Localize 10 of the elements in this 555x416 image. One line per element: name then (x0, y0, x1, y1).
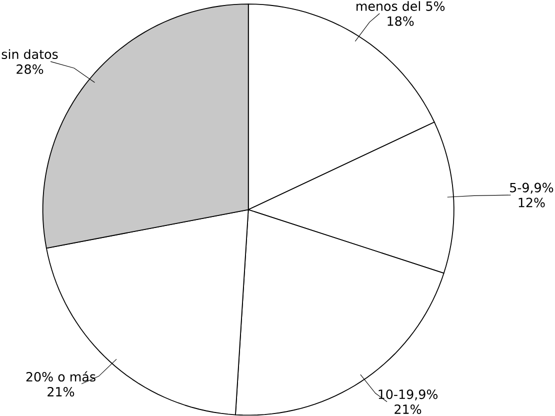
data-label: 12% (518, 198, 545, 208)
data-label: 18% (388, 16, 414, 26)
slice-label: 5-9,9% (510, 182, 554, 194)
slice-label: menos del 5% (356, 1, 445, 12)
slice-label: 20% o más (26, 371, 96, 382)
data-label: 28% (16, 64, 44, 74)
slice-label: sin datos (2, 49, 58, 60)
slice-label: 10-19,9% (378, 390, 438, 401)
data-label: 21% (48, 387, 74, 397)
data-label: 21% (394, 404, 422, 414)
